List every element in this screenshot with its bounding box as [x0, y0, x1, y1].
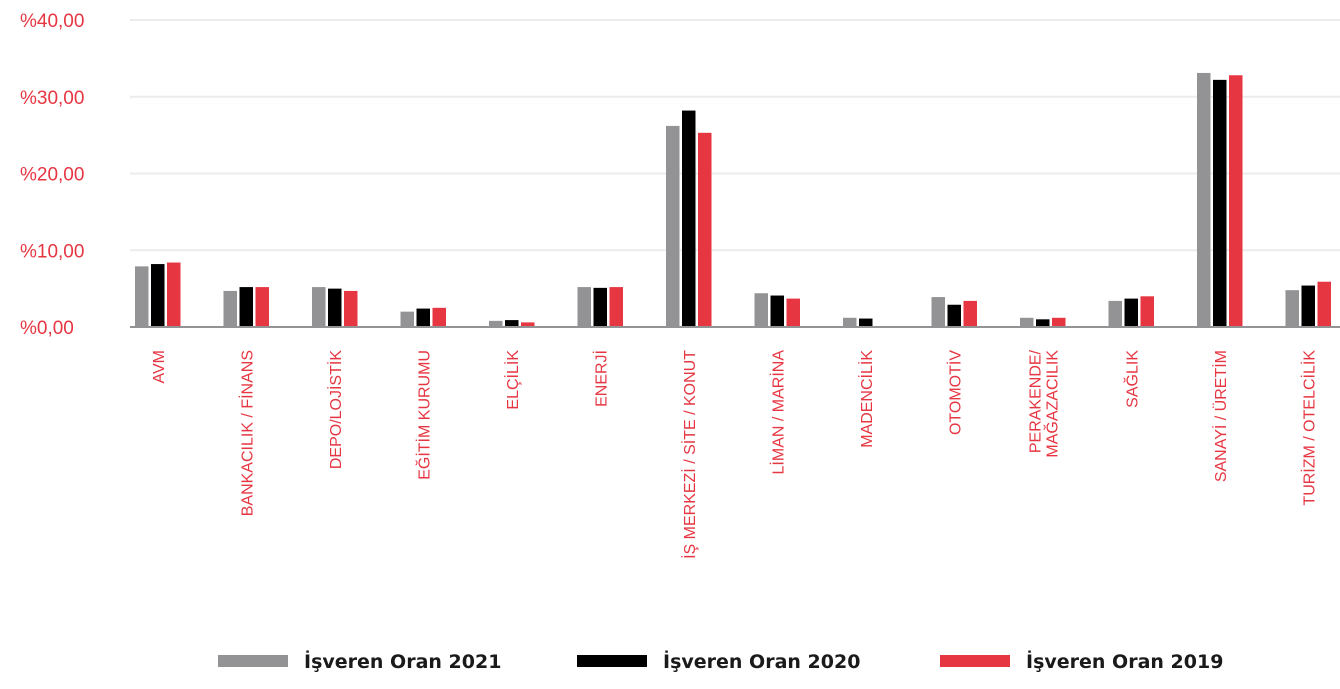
- category-label: BANKACILIK / FİNANS: [237, 350, 256, 516]
- bar: [963, 300, 977, 327]
- bar: [682, 110, 696, 327]
- category-label: OTOMOTİV: [945, 350, 964, 435]
- bar: [416, 308, 430, 327]
- bar: [1285, 290, 1299, 327]
- bar: [1052, 317, 1066, 327]
- bar: [328, 288, 342, 327]
- category-label: SAĞLIK: [1122, 350, 1141, 408]
- bar: [505, 320, 519, 327]
- bar: [400, 311, 414, 327]
- category-label: AVM: [151, 350, 168, 383]
- legend: İşveren Oran 2021 İşveren Oran 2020 İşvere…: [218, 649, 1223, 673]
- bar: [1317, 281, 1331, 327]
- bar: [1301, 285, 1315, 327]
- bar: [1213, 79, 1227, 328]
- y-tick-label: %0,00: [20, 318, 74, 339]
- bar: [223, 290, 237, 327]
- bar: [239, 287, 253, 327]
- category-labels: AVM BANKACILIK / FİNANS DEPO/LOJİSTİK EĞİTİ…: [151, 349, 1319, 558]
- bar: [521, 322, 535, 327]
- bar: [843, 317, 857, 327]
- bar: [1229, 75, 1243, 327]
- bar: [344, 290, 358, 327]
- category-label: İŞ MERKEZİ / SİTE / KONUT: [680, 350, 699, 559]
- category-label: SANAYİ / ÜRETİM: [1211, 350, 1230, 482]
- legend-swatch: [577, 655, 647, 667]
- legend-swatch: [940, 655, 1010, 667]
- category-label: PERAKENDE/: [1027, 349, 1044, 453]
- bar: [593, 287, 607, 327]
- bar: [947, 304, 961, 327]
- category-label: LİMAN / MARİNA: [768, 350, 787, 475]
- bar: [312, 287, 326, 327]
- bar: [1124, 298, 1138, 327]
- bar: [255, 287, 269, 327]
- legend-label: İşveren Oran 2020: [663, 649, 860, 673]
- y-tick-label: %10,00: [20, 241, 84, 262]
- bar: [1197, 72, 1211, 328]
- bar: [151, 264, 165, 327]
- bar: [666, 125, 680, 327]
- y-tick-label: %20,00: [20, 165, 84, 186]
- y-tick-label: %30,00: [20, 88, 84, 109]
- bar: [1020, 317, 1034, 327]
- legend-label: İşveren Oran 2019: [1026, 649, 1223, 673]
- bar: [577, 287, 591, 327]
- legend-label: İşveren Oran 2021: [304, 649, 501, 673]
- category-label: EĞİTİM KURUMU: [414, 350, 433, 480]
- category-label: TURİZM / OTELCİLİK: [1299, 350, 1318, 506]
- bars: [135, 72, 1331, 328]
- bar: [609, 287, 623, 327]
- bar: [770, 295, 784, 327]
- bar: [1140, 296, 1154, 327]
- bar: [859, 318, 873, 327]
- category-label: ELÇİLİK: [503, 350, 522, 410]
- bar: [931, 297, 945, 327]
- bar: [432, 307, 446, 327]
- bar: [786, 298, 800, 327]
- bar: [754, 293, 768, 327]
- category-label: MADENCİLİK: [857, 350, 876, 448]
- category-label: ENERJİ: [591, 350, 610, 407]
- bar: [135, 266, 149, 327]
- gridlines: [130, 19, 1340, 252]
- y-tick-label: %40,00: [20, 11, 84, 32]
- bar: [489, 320, 503, 327]
- bar: [1108, 300, 1122, 327]
- legend-swatch: [218, 655, 288, 667]
- category-label: MAĞAZACILIK: [1042, 350, 1061, 458]
- category-label: DEPO/LOJİSTİK: [326, 350, 345, 469]
- y-axis-ticks: %0,00 %10,00 %20,00 %30,00 %40,00: [20, 11, 84, 339]
- bar: [1036, 319, 1050, 327]
- bar: [698, 132, 712, 327]
- bar: [167, 262, 181, 327]
